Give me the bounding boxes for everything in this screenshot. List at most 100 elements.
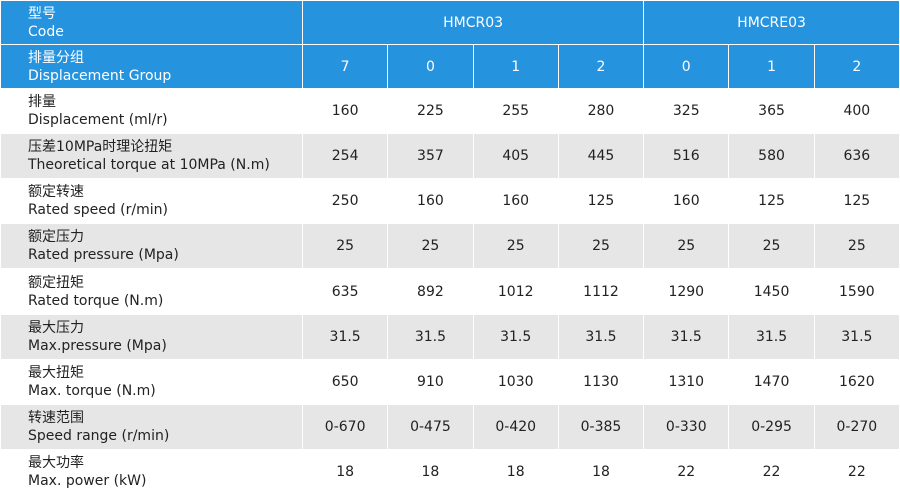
value-cell: 0-295 xyxy=(728,403,815,450)
row-label: 额定转速 Rated speed (r/min) xyxy=(0,178,303,225)
value-cell: 636 xyxy=(813,133,900,180)
label-en: Max. torque (N.m) xyxy=(28,382,156,399)
value-cell: 0-330 xyxy=(643,403,730,450)
value-cell: 1450 xyxy=(728,268,815,315)
group-cell: 1 xyxy=(472,44,559,90)
value-cell: 31.5 xyxy=(301,313,389,360)
group-cell: 2 xyxy=(557,44,645,90)
value-cell: 254 xyxy=(301,133,389,180)
value-cell: 125 xyxy=(557,178,645,225)
label-zh: 额定扭矩 xyxy=(28,274,84,291)
value-cell: 1620 xyxy=(813,358,900,405)
row-label: 最大压力 Max.pressure (Mpa) xyxy=(0,313,303,360)
value-cell: 160 xyxy=(301,88,389,135)
value-cell: 635 xyxy=(301,268,389,315)
value-cell: 650 xyxy=(301,358,389,405)
value-cell: 892 xyxy=(387,268,474,315)
data-row: 额定压力 Rated pressure (Mpa) 25 25 25 25 25 25 25 xyxy=(0,223,900,270)
label-zh: 排量分组 xyxy=(28,49,84,66)
value-cell: 31.5 xyxy=(643,313,730,360)
value-cell: 18 xyxy=(472,448,559,495)
value-cell: 255 xyxy=(472,88,559,135)
label-en: Rated torque (N.m) xyxy=(28,292,164,309)
value-cell: 250 xyxy=(301,178,389,225)
value-cell: 25 xyxy=(301,223,389,270)
value-cell: 18 xyxy=(301,448,389,495)
value-cell: 0-270 xyxy=(813,403,900,450)
row-label: 额定扭矩 Rated torque (N.m) xyxy=(0,268,303,315)
label-en: Theoretical torque at 10MPa (N.m) xyxy=(28,157,270,174)
label-en: Code xyxy=(28,23,64,40)
group-cell: 0 xyxy=(387,44,474,90)
label-zh: 最大功率 xyxy=(28,454,84,471)
value-cell: 516 xyxy=(643,133,730,180)
label-en: Displacement (ml/r) xyxy=(28,112,168,129)
value-cell: 31.5 xyxy=(557,313,645,360)
label-en: Max. power (kW) xyxy=(28,472,147,489)
value-cell: 225 xyxy=(387,88,474,135)
value-cell: 325 xyxy=(643,88,730,135)
value-cell: 25 xyxy=(472,223,559,270)
label-en: Displacement Group xyxy=(28,67,172,84)
value-cell: 160 xyxy=(643,178,730,225)
label-en: Max.pressure (Mpa) xyxy=(28,337,167,354)
group-cell: 1 xyxy=(728,44,815,90)
value-cell: 0-670 xyxy=(301,403,389,450)
value-cell: 31.5 xyxy=(813,313,900,360)
row-label: 型号 Code xyxy=(0,0,303,46)
row-label: 额定压力 Rated pressure (Mpa) xyxy=(0,223,303,270)
group-cell: 2 xyxy=(813,44,900,90)
label-zh: 最大压力 xyxy=(28,319,84,336)
header-row: 型号 Code HMCR03 HMCRE03 xyxy=(0,0,900,46)
value-cell: 25 xyxy=(728,223,815,270)
label-en: Speed range (r/min) xyxy=(28,427,170,444)
value-cell: 1310 xyxy=(643,358,730,405)
value-cell: 125 xyxy=(813,178,900,225)
value-cell: 125 xyxy=(728,178,815,225)
model-name: HMCR03 xyxy=(301,0,645,46)
value-cell: 0-385 xyxy=(557,403,645,450)
value-cell: 160 xyxy=(472,178,559,225)
value-cell: 18 xyxy=(387,448,474,495)
label-zh: 转速范围 xyxy=(28,409,84,426)
value-cell: 400 xyxy=(813,88,900,135)
value-cell: 280 xyxy=(557,88,645,135)
value-cell: 1112 xyxy=(557,268,645,315)
value-cell: 22 xyxy=(813,448,900,495)
value-cell: 160 xyxy=(387,178,474,225)
value-cell: 18 xyxy=(557,448,645,495)
value-cell: 357 xyxy=(387,133,474,180)
value-cell: 25 xyxy=(643,223,730,270)
value-cell: 31.5 xyxy=(387,313,474,360)
data-row: 最大压力 Max.pressure (Mpa) 31.5 31.5 31.5 31.5 31… xyxy=(0,313,900,360)
value-cell: 1130 xyxy=(557,358,645,405)
value-cell: 580 xyxy=(728,133,815,180)
value-cell: 22 xyxy=(728,448,815,495)
label-zh: 额定转速 xyxy=(28,184,84,201)
row-label: 压差10MPa时理论扭矩 Theoretical torque at 10MPa … xyxy=(0,133,303,180)
value-cell: 1590 xyxy=(813,268,900,315)
value-cell: 25 xyxy=(813,223,900,270)
label-zh: 最大扭矩 xyxy=(28,364,84,381)
data-row: 额定扭矩 Rated torque (N.m) 635 892 1012 1112 1290… xyxy=(0,268,900,315)
model-name: HMCRE03 xyxy=(643,0,900,46)
data-row: 排量 Displacement (ml/r) 160 225 255 280 325 365 4… xyxy=(0,88,900,135)
data-row: 最大扭矩 Max. torque (N.m) 650 910 1030 1130 1310 1… xyxy=(0,358,900,405)
value-cell: 1470 xyxy=(728,358,815,405)
data-row: 压差10MPa时理论扭矩 Theoretical torque at 10MPa … xyxy=(0,133,900,180)
value-cell: 25 xyxy=(387,223,474,270)
label-en: Rated pressure (Mpa) xyxy=(28,247,179,264)
row-label: 转速范围 Speed range (r/min) xyxy=(0,403,303,450)
data-row: 最大功率 Max. power (kW) 18 18 18 18 22 22 22 xyxy=(0,448,900,495)
data-row: 额定转速 Rated speed (r/min) 250 160 160 125 160 12… xyxy=(0,178,900,225)
value-cell: 22 xyxy=(643,448,730,495)
value-cell: 25 xyxy=(557,223,645,270)
row-label: 排量 Displacement (ml/r) xyxy=(0,88,303,135)
value-cell: 405 xyxy=(472,133,559,180)
label-zh: 排量 xyxy=(28,94,56,111)
header-row: 排量分组 Displacement Group 7 0 1 2 0 1 2 xyxy=(0,44,900,90)
label-zh: 压差10MPa时理论扭矩 xyxy=(28,139,173,156)
